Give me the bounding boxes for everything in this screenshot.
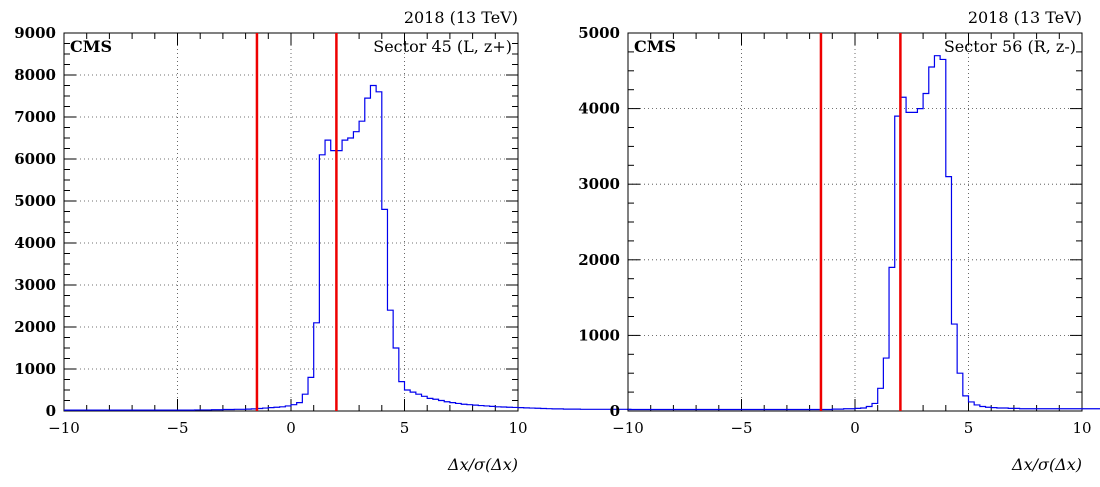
grid-lines	[628, 33, 1082, 411]
y-tick-labels: 0 1000 2000 3000 4000 5000	[578, 24, 620, 420]
x-tick-label: −5	[730, 419, 752, 437]
y-tick-label: 6000	[14, 150, 56, 168]
x-axis-label: Δx/σ(Δx)	[447, 455, 518, 474]
experiment-label: CMS	[70, 37, 112, 56]
grid-lines	[64, 33, 518, 411]
x-tick-label: 0	[850, 419, 860, 437]
sector-label: Sector 45 (L, z+)	[373, 37, 512, 56]
x-tick-label: 10	[1072, 419, 1091, 437]
sector-label: Sector 56 (R, z-)	[944, 37, 1076, 56]
experiment-label: CMS	[634, 37, 676, 56]
y-tick-label: 0	[610, 402, 620, 420]
y-tick-label: 1000	[578, 326, 620, 344]
x-tick-label: −10	[612, 419, 644, 437]
y-tick-label: 5000	[578, 24, 620, 42]
y-tick-label: 3000	[14, 276, 56, 294]
x-tick-label: 5	[400, 419, 410, 437]
cut-lines	[819, 33, 902, 411]
axis-ticks	[63, 32, 519, 412]
y-tick-label: 3000	[578, 175, 620, 193]
y-tick-labels: 0 1000 2000 3000 4000 5000 6000 7000 8000 9000	[14, 24, 56, 420]
chart-panel-sector-56: 2018 (13 TeV) −10 −5 0 5 10 0 1000 2000 3000 400…	[578, 8, 1100, 474]
x-tick-labels: −10 −5 0 5 10	[612, 419, 1091, 437]
y-tick-label: 7000	[14, 108, 56, 126]
y-tick-label: 4000	[578, 100, 620, 118]
x-tick-label: 5	[964, 419, 974, 437]
y-tick-label: 5000	[14, 192, 56, 210]
y-tick-label: 0	[46, 402, 56, 420]
y-tick-label: 2000	[14, 318, 56, 336]
x-tick-label: 0	[286, 419, 296, 437]
x-tick-label: 10	[508, 419, 527, 437]
x-axis-label: Δx/σ(Δx)	[1011, 455, 1082, 474]
y-tick-label: 9000	[14, 24, 56, 42]
energy-label: 2018 (13 TeV)	[404, 8, 518, 27]
histogram-series	[64, 84, 632, 411]
cut-lines	[255, 33, 338, 411]
x-tick-label: −5	[166, 419, 188, 437]
x-tick-label: −10	[48, 419, 80, 437]
x-tick-labels: −10 −5 0 5 10	[48, 419, 527, 437]
chart-panel-sector-45: 2018 (13 TeV) −10 −5 0 5 10 0 1000 2000 3000 400…	[14, 8, 632, 474]
energy-label: 2018 (13 TeV)	[968, 8, 1082, 27]
histogram-series	[628, 55, 1100, 411]
y-tick-label: 2000	[578, 251, 620, 269]
y-tick-label: 1000	[14, 360, 56, 378]
y-tick-label: 4000	[14, 234, 56, 252]
y-tick-label: 8000	[14, 66, 56, 84]
